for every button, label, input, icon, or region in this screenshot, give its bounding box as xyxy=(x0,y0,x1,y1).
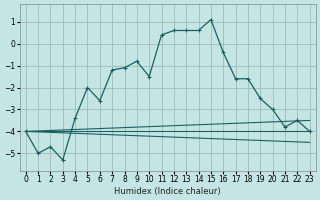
X-axis label: Humidex (Indice chaleur): Humidex (Indice chaleur) xyxy=(114,187,221,196)
